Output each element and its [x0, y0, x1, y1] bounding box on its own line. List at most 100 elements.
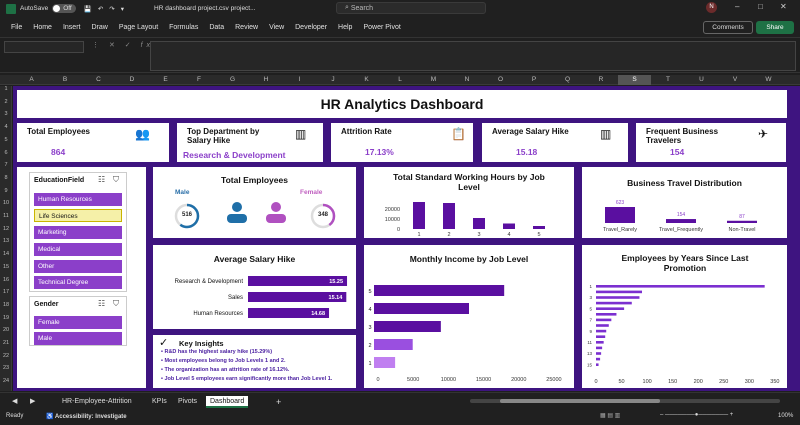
ribbon-tab-formulas[interactable]: Formulas [169, 23, 199, 31]
column-header[interactable]: W [765, 76, 772, 83]
row-header[interactable]: 24 [2, 378, 10, 385]
save-icon[interactable]: 💾 [83, 5, 92, 13]
ribbon-tab-data[interactable]: Data [209, 23, 225, 31]
column-header[interactable]: S [618, 75, 651, 85]
minimize-icon[interactable]: – [735, 2, 740, 11]
row-header[interactable]: 6 [4, 149, 8, 156]
row-header[interactable]: 11 [3, 213, 9, 219]
column-header[interactable]: R [598, 76, 604, 83]
slicer-item[interactable]: Female [34, 316, 122, 329]
share-button[interactable]: Share [756, 21, 794, 34]
column-header[interactable]: B [62, 76, 68, 83]
row-header[interactable]: 22 [2, 352, 10, 359]
tab-pivots[interactable]: Pivots [178, 398, 198, 405]
column-header[interactable]: D [129, 76, 135, 83]
formula-input[interactable] [150, 41, 796, 71]
column-header[interactable]: G [229, 76, 236, 83]
row-header[interactable]: 17 [2, 289, 10, 296]
slicer-item[interactable]: Medical [34, 243, 122, 256]
maximize-icon[interactable]: □ [758, 2, 763, 11]
slicer-item[interactable]: Human Resources [34, 193, 122, 206]
prev-sheet-icon[interactable]: ◀ [12, 398, 18, 405]
column-header[interactable]: C [96, 76, 101, 83]
row-header[interactable]: 4 [4, 124, 8, 131]
row-header[interactable]: 3 [4, 111, 8, 118]
name-box[interactable] [4, 41, 84, 53]
multi-select-icon[interactable]: ☷ [98, 175, 106, 184]
tab-kpis[interactable]: KPIs [152, 398, 167, 405]
ribbon-tab-view[interactable]: View [269, 23, 285, 31]
multi-select-icon[interactable]: ☷ [98, 299, 106, 308]
row-header[interactable]: 9 [4, 187, 8, 194]
row-header[interactable]: 14 [2, 251, 10, 258]
row-header[interactable]: 10 [2, 200, 10, 207]
slicer-item[interactable]: Male [34, 332, 122, 345]
column-header[interactable]: O [497, 76, 504, 83]
row-header[interactable]: 18 [2, 301, 10, 308]
x-tick-label: 0 [376, 377, 379, 383]
clear-filter-icon[interactable]: ⛉ [113, 175, 119, 184]
ribbon-tab-power-pivot[interactable]: Power Pivot [363, 23, 401, 31]
slicer-item-selected[interactable]: Life Sciences [34, 209, 122, 222]
row-header[interactable]: 13 [2, 238, 10, 245]
column-header[interactable]: N [464, 76, 470, 83]
row-header[interactable]: 16 [2, 276, 10, 283]
column-header[interactable]: M [430, 76, 437, 83]
row-header[interactable]: 8 [4, 174, 8, 181]
row-header[interactable]: 20 [2, 327, 10, 334]
ribbon-tab-review[interactable]: Review [235, 23, 259, 31]
ribbon-tabs: File Home Insert Draw Page Layout Formulas Dat… [0, 17, 800, 37]
female-value: 348 [317, 212, 328, 218]
view-mode-icons[interactable]: ▦ ▤ ▥ [600, 413, 621, 419]
column-header[interactable]: P [531, 76, 537, 83]
add-sheet-icon[interactable]: + [276, 397, 282, 407]
column-header[interactable]: E [163, 76, 168, 83]
tab-dashboard[interactable]: Dashboard [206, 396, 249, 408]
clear-filter-icon[interactable]: ⛉ [113, 299, 119, 308]
ribbon-tab-home[interactable]: Home [33, 23, 52, 31]
row-header[interactable]: 1 [4, 86, 8, 92]
row-header[interactable]: 19 [2, 314, 10, 321]
column-header[interactable]: F [197, 76, 201, 83]
column-header[interactable]: J [331, 76, 335, 83]
undo-icon[interactable]: ↶ [97, 5, 104, 13]
autosave-toggle[interactable]: Off [52, 4, 76, 13]
ribbon-tab-file[interactable]: File [11, 23, 23, 31]
accessibility-status[interactable]: ♿ Accessibility: Investigate [46, 414, 127, 420]
ribbon-tab-insert[interactable]: Insert [62, 23, 81, 31]
redo-icon[interactable]: ↷ [109, 5, 115, 13]
row-header[interactable]: 2 [4, 98, 8, 105]
row-header[interactable]: 7 [4, 162, 8, 169]
bar [374, 339, 413, 350]
row-header[interactable]: 15 [2, 263, 10, 270]
avatar[interactable]: N [706, 2, 717, 13]
ribbon-tab-draw[interactable]: Draw [91, 23, 108, 31]
row-header[interactable]: 12 [2, 225, 10, 232]
slicer-item[interactable]: Technical Degree [34, 276, 122, 289]
column-header[interactable]: A [29, 76, 34, 83]
column-header[interactable]: K [364, 76, 369, 83]
column-header[interactable]: V [732, 76, 738, 83]
quick-access-icon[interactable]: ▾ [120, 5, 125, 13]
tab-hr-employee-attrition[interactable]: HR-Employee-Attrition [62, 398, 132, 405]
row-header[interactable]: 5 [4, 136, 8, 143]
horizontal-scrollbar[interactable] [470, 399, 780, 403]
ribbon-tab-developer[interactable]: Developer [295, 23, 328, 31]
column-header[interactable]: T [666, 76, 670, 83]
row-header[interactable]: 23 [2, 365, 10, 372]
column-header[interactable]: I [298, 76, 301, 83]
column-header[interactable]: L [398, 76, 402, 83]
ribbon-tab-help[interactable]: Help [338, 23, 353, 31]
column-header[interactable]: Q [564, 76, 571, 83]
row-header[interactable]: 21 [2, 340, 10, 346]
zoom-slider[interactable]: – ───────●─────── + [660, 412, 734, 418]
slicer-item[interactable]: Marketing [34, 226, 122, 239]
close-icon[interactable]: ✕ [780, 2, 787, 11]
column-header[interactable]: U [699, 76, 704, 83]
comments-button[interactable]: Comments [703, 21, 753, 34]
ribbon-tab-page-layout[interactable]: Page Layout [118, 23, 159, 31]
column-header[interactable]: H [263, 76, 269, 83]
search-input[interactable]: ⌕ Search [336, 2, 486, 14]
slicer-item[interactable]: Other [34, 260, 122, 273]
next-sheet-icon[interactable]: ▶ [30, 398, 36, 405]
